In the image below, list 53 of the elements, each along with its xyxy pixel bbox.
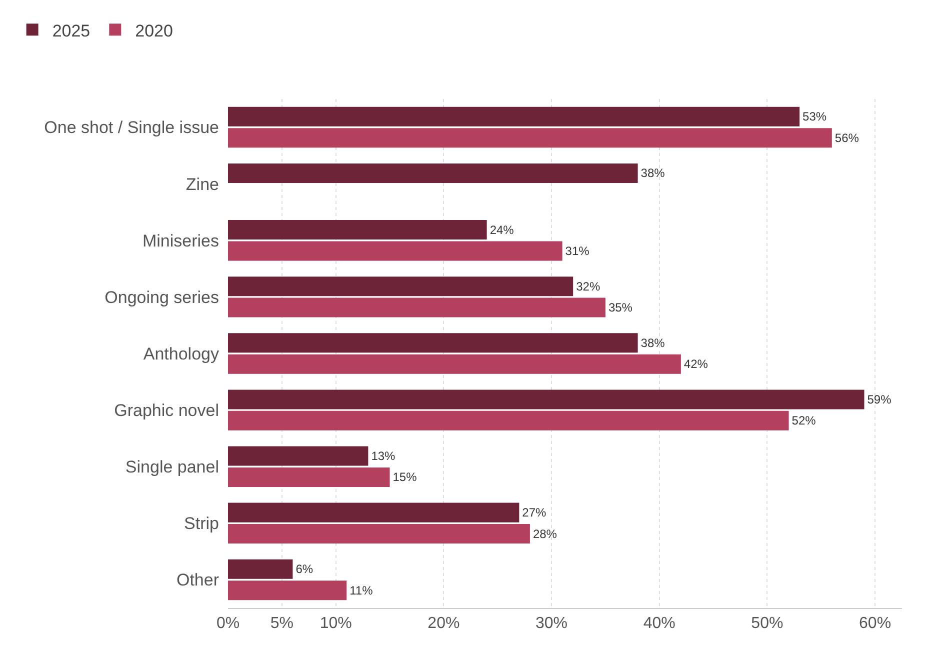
data-label: 13% [371,449,396,464]
data-label: 56% [834,130,860,145]
x-tick-label: 10% [320,615,352,632]
bar [228,524,530,544]
bar [228,220,487,240]
y-tick-label: One shot / Single issue [44,118,219,138]
bar [228,580,347,600]
x-tick-label: 20% [428,615,460,632]
bar [228,410,789,430]
bar [228,298,606,318]
data-label: 42% [684,357,708,372]
data-label: 38% [640,166,666,180]
bar [228,276,574,296]
bar [228,333,638,353]
bar [228,559,293,579]
bar [228,390,864,410]
y-tick-label: Miniseries [142,231,219,250]
data-label: 11% [350,583,374,598]
data-label: 53% [802,110,827,124]
y-tick-label: Ongoing series [104,288,219,307]
data-label: 59% [867,392,892,406]
x-tick-label: 40% [643,615,676,632]
bar [228,163,638,183]
bar [228,467,390,487]
x-tick-label: 50% [751,615,784,632]
y-tick-label: Other [176,570,220,590]
legend-label: 2020 [135,21,173,40]
bar [228,106,800,126]
data-label: 52% [792,414,816,428]
data-label: 6% [296,562,314,576]
y-tick-label: Single panel [125,458,219,477]
data-label: 35% [608,300,633,315]
data-label: 32% [576,279,600,294]
y-tick-label: Anthology [143,344,220,364]
data-label: 15% [392,470,418,484]
bar [228,128,832,148]
y-tick-label: Strip [184,514,219,534]
bar [228,502,520,522]
x-tick-label: 60% [859,615,892,632]
bar [228,241,562,261]
bar [228,446,368,466]
y-tick-label: Zine [186,174,219,194]
data-label: 28% [532,526,558,541]
x-tick-label: 5% [270,615,294,632]
data-label: 38% [640,336,666,350]
data-label: 27% [522,506,547,520]
x-tick-label: 30% [536,615,568,632]
legend-label: 2025 [52,21,90,40]
data-label: 24% [490,222,514,237]
data-label: 31% [565,244,590,258]
x-tick-label: 0% [216,615,240,632]
bar [228,354,681,374]
y-tick-label: Graphic novel [114,401,219,420]
